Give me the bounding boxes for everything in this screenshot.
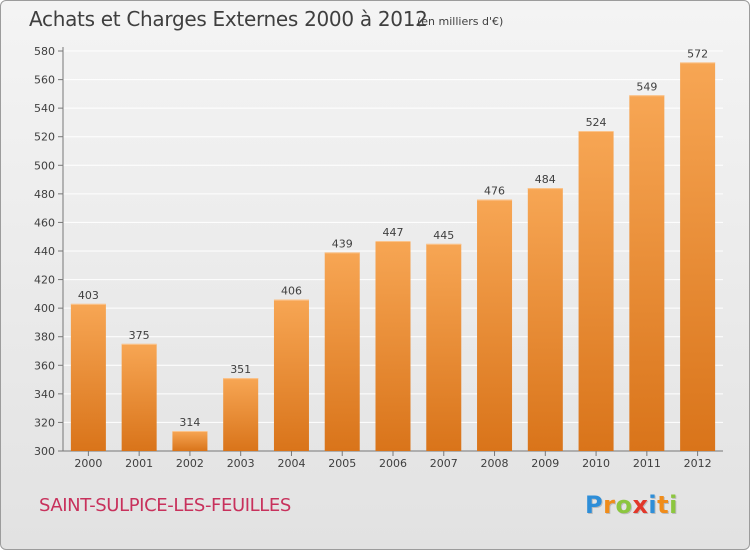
data-label: 484 [535, 173, 556, 186]
bar-2002 [172, 431, 208, 451]
data-label: 524 [586, 116, 607, 129]
x-tick-label: 2003 [227, 457, 255, 470]
bar-2001 [121, 343, 157, 451]
x-tick-label: 2005 [328, 457, 356, 470]
bar-2007 [426, 243, 462, 451]
chart-subtitle: (en milliers d'€) [417, 15, 504, 28]
y-tick-label: 460 [34, 216, 55, 229]
data-label: 447 [383, 226, 404, 239]
y-tick-label: 420 [34, 274, 55, 287]
x-tick-label: 2000 [74, 457, 102, 470]
bar-2011 [629, 95, 665, 452]
bar-2003 [223, 378, 259, 451]
data-label: 375 [129, 329, 150, 342]
y-tick-label: 340 [34, 388, 55, 401]
y-tick-label: 520 [34, 131, 55, 144]
bar-2000 [70, 303, 106, 451]
chart-title: Achats et Charges Externes 2000 à 2012 [29, 7, 428, 31]
x-tick-label: 2007 [430, 457, 458, 470]
bar-2010 [578, 131, 614, 451]
y-tick-label: 440 [34, 245, 55, 258]
proxiti-logo[interactable]: Proxiti [585, 491, 678, 519]
y-tick-label: 540 [34, 102, 55, 115]
bar-2008 [477, 199, 513, 451]
bar-2009 [527, 188, 563, 451]
y-tick-label: 560 [34, 74, 55, 87]
data-label: 439 [332, 237, 353, 250]
commune-name: SAINT-SULPICE-LES-FEUILLES [39, 495, 291, 516]
y-tick-label: 580 [34, 45, 55, 58]
bars [70, 62, 716, 452]
y-tick-label: 500 [34, 159, 55, 172]
logo-letter: r [603, 491, 616, 519]
logo-letter: o [615, 491, 633, 519]
x-tick-label: 2004 [277, 457, 305, 470]
logo-letter: i [669, 491, 678, 519]
data-label: 403 [78, 289, 99, 302]
y-tick-label: 400 [34, 302, 55, 315]
x-tick-label: 2010 [582, 457, 610, 470]
data-label: 476 [484, 185, 505, 198]
data-labels: 403 375 314 351 406 439 447 445 476 484 524 549 572 [78, 47, 708, 429]
x-tick-label: 2012 [684, 457, 712, 470]
bar-2012 [680, 62, 716, 452]
logo-letter: i [648, 491, 658, 519]
x-tick-label: 2001 [125, 457, 153, 470]
logo-letter: x [632, 491, 649, 519]
data-label: 351 [230, 363, 251, 376]
y-tick-label: 380 [34, 331, 55, 344]
data-label: 549 [636, 80, 657, 93]
x-tick-label: 2002 [176, 457, 204, 470]
bar-2006 [375, 241, 411, 451]
x-tick-label: 2006 [379, 457, 407, 470]
logo-letter: P [585, 491, 604, 519]
y-tick-label: 320 [34, 416, 55, 429]
y-tick-label: 480 [34, 188, 55, 201]
bar-2005 [324, 252, 360, 451]
data-label: 406 [281, 285, 302, 298]
y-tick-label: 360 [34, 359, 55, 372]
data-label: 314 [179, 416, 200, 429]
data-label: 445 [433, 229, 454, 242]
x-tick-label: 2008 [481, 457, 509, 470]
data-label: 572 [687, 47, 708, 60]
x-tick-label: 2009 [531, 457, 559, 470]
bar-2004 [273, 299, 309, 451]
y-tick-label: 300 [34, 445, 55, 458]
logo-letter: t [657, 491, 670, 519]
x-tick-label: 2011 [633, 457, 661, 470]
